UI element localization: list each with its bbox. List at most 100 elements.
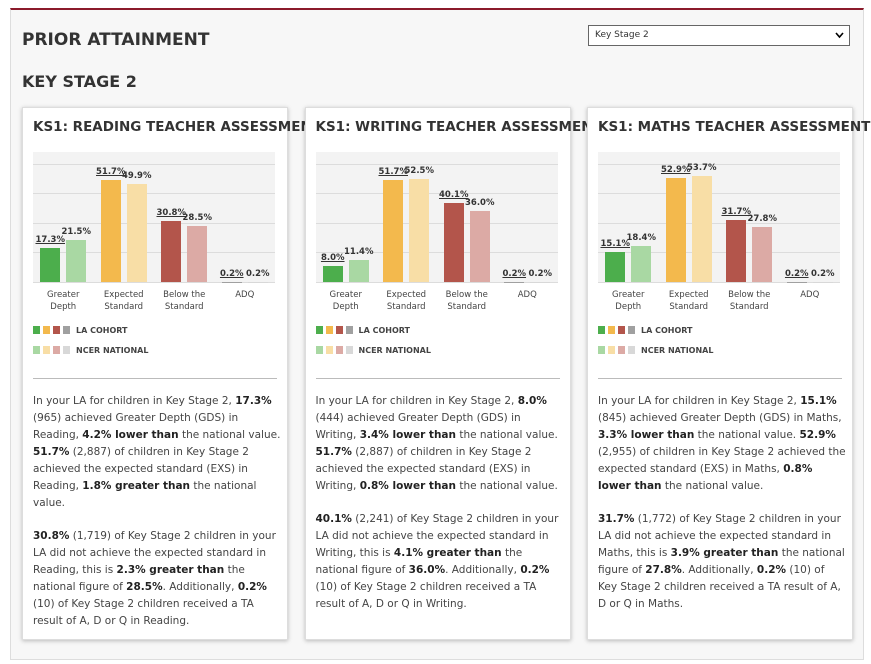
bold-text: 3.9% greater than [670,547,779,559]
legend-swatch [325,326,333,334]
legend-swatch [628,346,635,354]
bold-text: 4.1% greater than [393,547,502,559]
value-label: 30.8% [156,208,187,219]
grid-line [33,163,275,165]
legend-swatch [33,346,40,354]
bold-text: 40.1% [315,513,352,525]
value-label: 51.7% [378,167,409,178]
text: the national value. [456,429,558,441]
legend-swatch [628,326,635,334]
bar [40,247,61,282]
category-label: Expected Standard [668,290,709,312]
category-label: Expected Standard [386,290,427,312]
grid-line [598,163,840,165]
legend-label: LA COHORT [641,326,693,335]
plot: 17.3% 21.5% 51.7% 49.9% 30.8% 28.5% 0.2% 0.2% [33,152,275,283]
grid-line [315,222,558,224]
text: (1,719) of Key Stage 2 children in your … [33,530,276,576]
text: (10) of Key Stage 2 children received a … [315,581,537,610]
text: (845) achieved Greater Depth (GDS) in Ma… [598,412,842,424]
bold-text: 51.7% [33,446,70,458]
value-label: 52.5% [404,165,435,176]
legend-swatch [345,326,353,334]
value-label: 8.0% [320,253,345,264]
bold-text: 30.8% [33,530,70,542]
legend-swatch [598,326,605,334]
bold-text: 51.7% [315,446,352,458]
legend-swatch [53,346,60,354]
legend-swatch [63,346,70,354]
text: (10) of Key Stage 2 children received a … [33,598,254,627]
text: (444) achieved Greater Depth (GDS) in Wr… [315,412,521,441]
bold-text: 27.8% [645,564,682,576]
grid-line [33,222,275,224]
legend-label: NCER NATIONAL [641,346,714,355]
dropdown-value[interactable]: Key Stage 2 [595,30,649,40]
value-label: 31.7% [721,206,752,217]
legend-swatch [53,326,60,334]
category-label: ADQ [517,290,537,300]
text: . Additionally, [445,564,521,576]
bold-text: 8.0% [517,395,547,407]
value-label: 18.4% [626,232,657,243]
divider [598,378,842,379]
legend-swatch [618,346,625,354]
value-label: 0.2% [810,268,835,279]
text: the national value. [661,480,764,492]
legend-swatch [43,326,50,334]
text: (2,887) of children in Key Stage 2 achie… [315,446,532,492]
category-label: Below the Standard [728,290,771,312]
paragraph: In your LA for children in Key Stage 2, … [598,393,846,495]
legend-item: LA COHORT [315,326,411,336]
legend-item: NCER NATIONAL [598,346,713,356]
paragraph: In your LA for children in Key Stage 2, … [33,393,281,512]
text: (1,772) of Key Stage 2 children in your … [598,513,841,559]
page-title: PRIOR ATTAINMENT [22,30,210,50]
value-label: 0.2% [245,268,270,279]
bold-text: 15.1% [800,395,837,407]
legend-swatch [608,326,615,334]
bold-text: 28.5% [126,581,163,593]
legend-item: LA COHORT [33,326,128,336]
value-label: 21.5% [61,226,92,237]
value-label: 0.2% [502,268,527,279]
bold-text: 0.8% lower than [359,480,456,492]
legend-swatch [63,326,70,334]
legend-label: LA COHORT [358,326,411,335]
text: In your LA for children in Key Stage 2, [315,395,518,407]
text: (10) of Key Stage 2 children received a … [598,564,841,610]
summary: In your LA for children in Key Stage 2, … [316,393,564,629]
bar [100,180,121,282]
bar [691,176,712,282]
grid-line [315,193,558,195]
text: (2,241) of Key Stage 2 children in your … [315,513,559,559]
legend-swatch [315,346,323,354]
text: the national value. [33,480,257,509]
value-label: 0.2% [784,268,809,279]
grid-line [598,222,840,224]
paragraph: 30.8% (1,719) of Key Stage 2 children in… [33,528,281,630]
value-label: 15.1% [600,239,631,250]
bar [443,203,464,282]
category-label: Greater Depth [612,290,645,312]
legend-swatch [325,346,333,354]
bold-text: 52.9% [799,429,836,441]
card: KS1: MATHS TEACHER ASSESSMENT 15.1% 18.4% 5… [587,107,870,640]
category-label: ADQ [235,290,255,300]
grid-line [33,193,275,195]
card: KS1: READING TEACHER ASSESSMENT 17.3% 21.5… [22,107,321,640]
card-title: KS1: MATHS TEACHER ASSESSMENT [598,119,871,135]
legend-swatch [335,346,343,354]
paragraph: 40.1% (2,241) of Key Stage 2 children in… [316,511,564,613]
text: (965) achieved Greater Depth (GDS) in Re… [33,412,239,441]
bar [187,225,208,282]
value-label: 49.9% [122,170,152,181]
legend-item: LA COHORT [598,326,693,336]
dropdown[interactable]: Key Stage 2 [588,25,850,46]
value-label: 11.4% [344,246,374,257]
value-label: 27.8% [747,214,778,225]
card-title: KS1: READING TEACHER ASSESSMENT [33,119,321,135]
category-label: Expected Standard [103,290,144,312]
bar [161,221,182,282]
